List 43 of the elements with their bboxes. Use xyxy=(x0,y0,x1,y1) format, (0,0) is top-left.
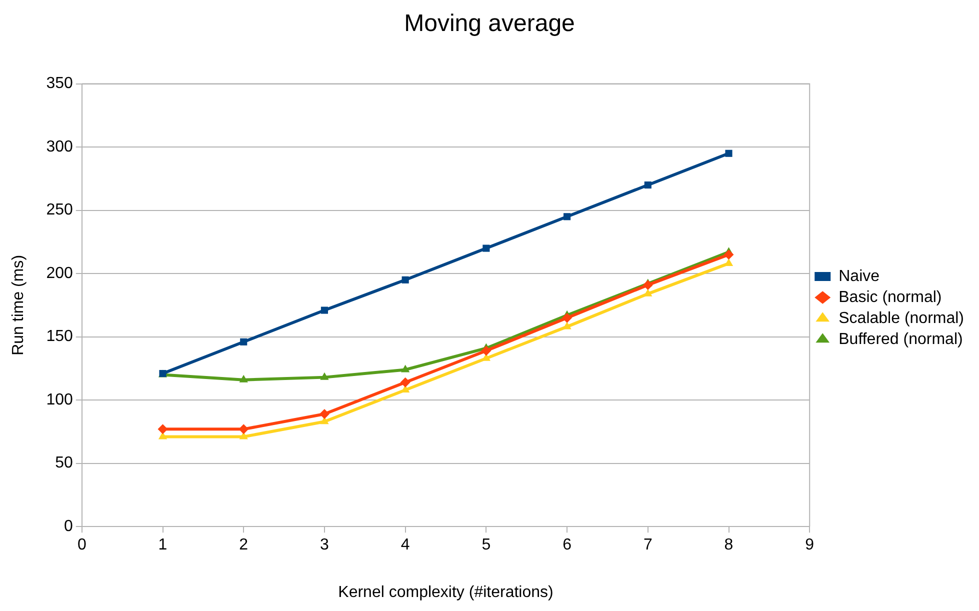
y-axis-title: Run time (ms) xyxy=(10,254,28,356)
point xyxy=(158,424,168,434)
x-tick-label: 6 xyxy=(562,536,572,554)
x-tick-label: 5 xyxy=(482,536,491,554)
point xyxy=(239,374,248,382)
y-tick-label: 350 xyxy=(46,75,73,92)
point xyxy=(319,409,330,420)
x-axis-title: Kernel complexity (#iterations) xyxy=(338,584,554,601)
y-tick-label: 250 xyxy=(46,202,73,219)
point xyxy=(562,312,572,323)
point xyxy=(724,250,734,260)
legend-label: Scalable (normal) xyxy=(838,310,964,327)
x-tick-label: 4 xyxy=(400,536,410,554)
point xyxy=(320,372,329,380)
point xyxy=(320,306,328,314)
point xyxy=(642,280,653,290)
x-tick-label: 1 xyxy=(158,536,168,554)
legend-label: Buffered (normal) xyxy=(838,330,963,348)
point xyxy=(400,364,410,372)
x-tick-label: 8 xyxy=(724,536,734,554)
point xyxy=(240,338,248,346)
y-tick-label: 150 xyxy=(46,328,73,346)
y-tick-label: 300 xyxy=(46,138,73,156)
point xyxy=(644,181,652,189)
legend-label: Naive xyxy=(838,268,880,285)
x-tick-label: 0 xyxy=(77,536,86,554)
y-tick-label: 50 xyxy=(55,454,73,472)
y-tick-label: 200 xyxy=(46,264,73,282)
y-tick-label: 0 xyxy=(64,518,73,536)
legend-label: Basic (normal) xyxy=(838,288,942,306)
point xyxy=(238,424,249,434)
point xyxy=(725,150,732,157)
point xyxy=(564,213,571,220)
x-tick-label: 2 xyxy=(239,536,248,554)
x-tick-label: 3 xyxy=(320,536,330,554)
point xyxy=(482,244,490,252)
y-tick-label: 100 xyxy=(46,391,73,408)
chart-title: Moving average xyxy=(404,10,575,38)
x-tick-label: 7 xyxy=(643,536,652,554)
x-tick-label: 9 xyxy=(805,536,814,554)
point xyxy=(481,346,492,356)
point xyxy=(400,377,410,388)
point xyxy=(402,276,409,284)
